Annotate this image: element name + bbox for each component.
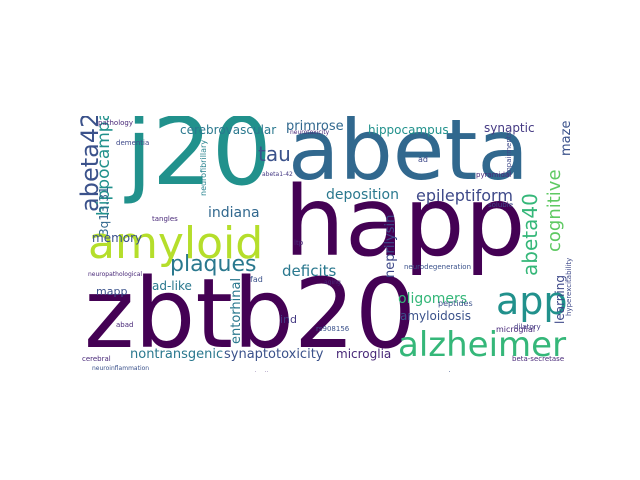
word-indiana: indiana <box>208 205 260 221</box>
word-microglia: microglia <box>336 347 392 361</box>
word-neprilysin: neprilysin <box>383 214 398 278</box>
word-peptides: peptides <box>438 299 473 308</box>
word-nontransgenic: nontransgenic <box>130 347 224 362</box>
word-hippocampus: hippocampus <box>368 123 449 137</box>
word-pyramidal: pyramidal <box>476 171 512 179</box>
word-aging: aging <box>324 279 341 286</box>
word-cloud: happ zbtb20 abeta j20 amyloid alzheimer … <box>72 116 578 372</box>
word-neuropathological: neuropathological <box>88 271 143 278</box>
word-neurotoxicity: neurotoxicity <box>290 129 330 136</box>
word-cognitive: cognitive <box>544 169 565 252</box>
word-tangles: tangles <box>152 215 178 223</box>
word-abeta: abeta <box>288 116 529 199</box>
word-j20: j20 <box>126 116 272 207</box>
word-ind: ind <box>280 313 298 326</box>
word-neurofibrillary: neurofibrillary <box>199 139 208 196</box>
word-soluble: soluble <box>488 201 514 209</box>
word-app: app <box>496 279 568 323</box>
word-abeta1-42: abeta1-42 <box>262 171 293 178</box>
word-impairments: impairments <box>505 131 513 176</box>
word-zbtb20: zbtb20 <box>84 258 417 370</box>
word-epileptiform: epileptiform <box>416 186 513 205</box>
word-mapp: mapp <box>96 285 128 298</box>
word-cerebrovascular: cerebrovascular <box>180 123 277 137</box>
word-abeta40: abeta40 <box>518 193 542 276</box>
word-ltp: ltp <box>294 239 304 247</box>
word-dilatory: dilatory <box>514 323 541 331</box>
word-cerebral: cerebral <box>82 355 111 363</box>
word-ad: ad <box>418 155 428 164</box>
word-neuroinflammation: neuroinflammation <box>92 365 150 372</box>
word-primrose: primrose <box>286 119 344 134</box>
word-abad: abad <box>116 321 134 329</box>
word-fad: fad <box>250 275 263 284</box>
word-deficits: deficits <box>282 262 337 280</box>
word-dementia: dementia <box>116 139 150 147</box>
word-neurodegeneration: neurodegeneration <box>404 263 472 271</box>
word-entorhinal: entorhinal <box>229 277 244 344</box>
word-oligomers: oligomers <box>398 291 468 307</box>
word-rs908156: rs908156 <box>316 325 350 333</box>
word-memory: memory <box>92 231 143 245</box>
word-tau: tau <box>258 142 291 166</box>
word-synaptotoxicity: synaptotoxicity <box>224 347 324 362</box>
word-pathology: pathology <box>98 119 134 127</box>
word-happ: happ <box>284 166 526 278</box>
word-alzheimer: alzheimer <box>398 325 567 365</box>
word-amyloid: amyloid <box>88 218 264 269</box>
word-hyperexcitability: hyperexcitability <box>565 257 573 316</box>
word-microglial: microglial <box>496 325 536 334</box>
word-maze: maze <box>559 120 574 156</box>
word-beta-secretase: beta-secretase <box>512 355 565 363</box>
word-plaques: plaques <box>170 252 257 277</box>
word-deposition: deposition <box>326 187 399 203</box>
word-ad-like: ad-like <box>152 279 192 293</box>
word-3q13.31: 3q13.31 <box>97 186 111 236</box>
word-synaptic: synaptic <box>484 121 535 135</box>
word-amyloidosis: amyloidosis <box>400 309 471 323</box>
